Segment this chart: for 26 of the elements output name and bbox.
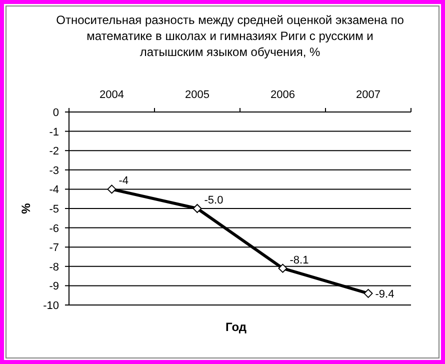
data-label: -5.0 — [204, 194, 224, 206]
y-tick-label: -6 — [49, 222, 59, 235]
y-axis-title: % — [19, 202, 33, 214]
x-tick-label: 2007 — [356, 89, 380, 101]
y-tick-label: -2 — [49, 146, 59, 158]
y-tick-label: -8 — [49, 261, 59, 274]
y-tick-label: -9 — [49, 280, 59, 293]
y-tick-label: -5 — [49, 204, 59, 216]
point — [278, 264, 288, 273]
point — [364, 288, 373, 298]
x-axis-title: Год — [226, 320, 247, 334]
y-tick-label: -10 — [43, 300, 59, 312]
point — [192, 204, 202, 213]
x-tick-label: 2005 — [185, 89, 210, 101]
chart-title: Относительная разность между средней оценкой экзамена по математике в школах и гимназиях Риги с русским и латышским языком обучения, % — [56, 13, 404, 59]
y-tick-label: -3 — [49, 164, 59, 177]
x-tick-label: 2006 — [270, 89, 295, 101]
y-tick-label: -4 — [49, 184, 59, 196]
data-label: -9.4 — [375, 288, 394, 300]
y-tick-label: -1 — [49, 126, 59, 138]
data-label: -8.1 — [290, 254, 309, 266]
y-tick-label: 0 — [52, 107, 59, 119]
data-label: -4 — [118, 175, 129, 188]
x-tick-label: 2004 — [100, 89, 124, 101]
y-tick-label: -7 — [49, 242, 59, 254]
point — [107, 184, 116, 194]
